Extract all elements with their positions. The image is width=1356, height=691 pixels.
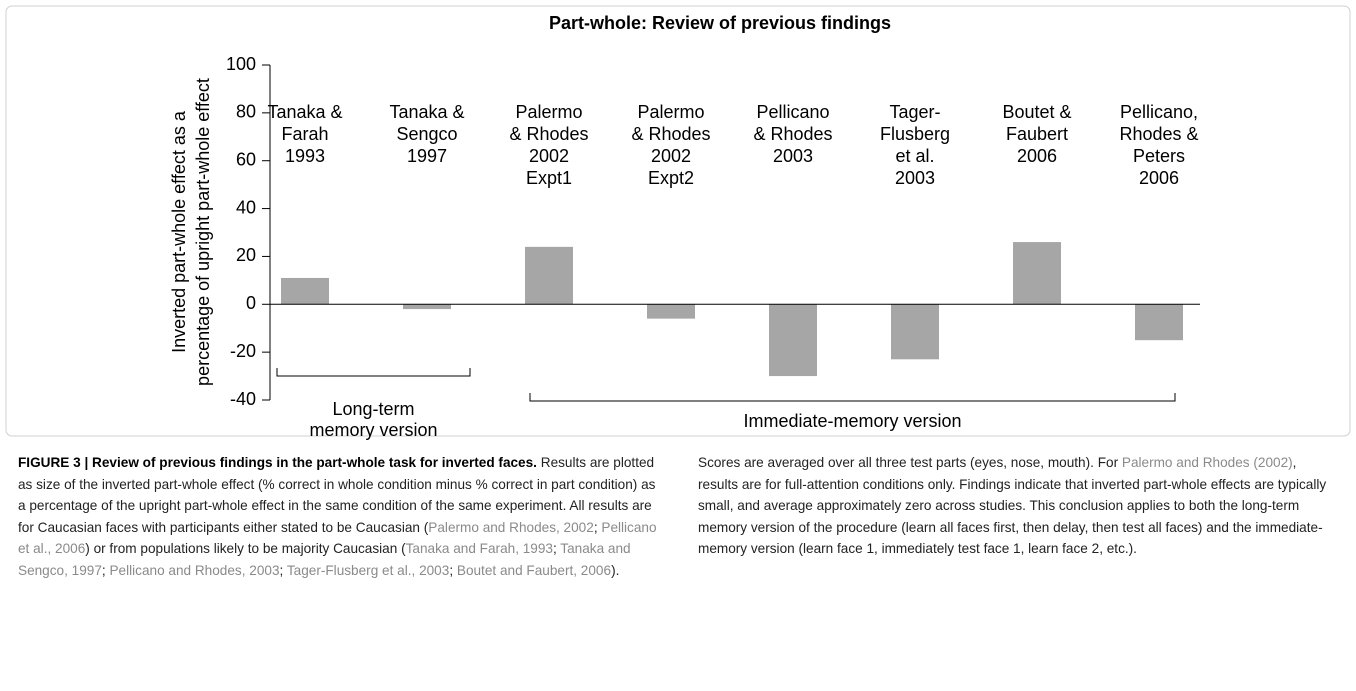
annotation: Long-term <box>332 399 414 419</box>
bar <box>891 304 939 360</box>
bar <box>647 304 695 319</box>
bar <box>403 304 451 310</box>
bracket <box>276 368 471 377</box>
category-label: Faubert <box>1006 124 1068 144</box>
category-label: Rhodes & <box>1119 124 1198 144</box>
category-label: Pellicano, <box>1120 102 1198 122</box>
y-axis-label: Inverted part-whole effect as a <box>169 110 189 353</box>
caption-text: ) or from populations likely to be major… <box>85 541 406 556</box>
citation[interactable]: Pellicano and Rhodes, 2003 <box>109 562 280 578</box>
annotation: Immediate-memory version <box>743 411 961 431</box>
category-label: & Rhodes <box>631 124 710 144</box>
y-tick-label: 80 <box>236 102 256 122</box>
category-label: Boutet & <box>1002 102 1071 122</box>
caption-text: ; <box>449 562 457 578</box>
category-label: Expt1 <box>526 168 572 188</box>
bar <box>1013 242 1061 305</box>
category-label: Farah <box>281 124 328 144</box>
category-label: Palermo <box>515 102 582 122</box>
caption-text: , results are for full-attention conditi… <box>698 455 1327 556</box>
category-label: 2006 <box>1017 146 1057 166</box>
caption-text: ). Scores are averaged over all three te… <box>611 455 1122 578</box>
category-label: 1993 <box>285 146 325 166</box>
caption-text: ; <box>279 562 287 578</box>
caption: FIGURE 3 | Review of previous findings i… <box>18 452 1338 581</box>
caption-text: ; <box>101 562 110 578</box>
y-tick-label: -20 <box>230 341 256 361</box>
y-tick-label: 100 <box>226 54 256 74</box>
category-label: 2006 <box>1139 168 1179 188</box>
caption-label: FIGURE 3 | Review of previous findings i… <box>18 455 537 470</box>
category-label: Tager- <box>889 102 940 122</box>
category-label: Palermo <box>637 102 704 122</box>
figure-frame <box>5 5 1351 437</box>
category-label: & Rhodes <box>509 124 588 144</box>
citation[interactable]: Boutet and Faubert, 2006 <box>456 562 612 578</box>
category-label: 1997 <box>407 146 447 166</box>
category-label: Flusberg <box>880 124 950 144</box>
category-label: 2003 <box>895 168 935 188</box>
category-label: 2002 <box>651 146 691 166</box>
bar <box>525 246 573 305</box>
bracket <box>529 393 1176 402</box>
bar <box>769 304 817 377</box>
y-axis-label: percentage of upright part-whole effect <box>193 78 213 386</box>
category-label: 2002 <box>529 146 569 166</box>
category-label: 2003 <box>773 146 813 166</box>
y-tick-label: 60 <box>236 149 256 169</box>
category-label: Tanaka & <box>389 102 464 122</box>
caption-text: ; <box>593 519 602 535</box>
citation[interactable]: Tanaka and Farah, 1993 <box>405 541 553 556</box>
citation[interactable]: Pellicano et al., 2006 <box>18 519 657 557</box>
chart: Part-whole: Review of previous findings … <box>5 5 1351 440</box>
citation[interactable]: Palermo and Rhodes, 2002 <box>428 519 594 535</box>
citation[interactable]: Tanaka and Sengco, 1997 <box>18 541 631 578</box>
category-label: Sengco <box>396 124 457 144</box>
citation[interactable]: Tager-Flusberg et al., 2003 <box>286 562 450 578</box>
y-tick-label: 0 <box>246 293 256 313</box>
y-tick-label: -40 <box>230 389 256 409</box>
annotation: memory version <box>309 420 437 440</box>
category-label: et al. <box>895 146 934 166</box>
category-label: Peters <box>1133 146 1185 166</box>
caption-text: Results are plotted as size of the inver… <box>18 455 656 535</box>
bar <box>1135 304 1183 341</box>
y-tick-label: 20 <box>236 245 256 265</box>
bar <box>281 277 329 305</box>
category-label: Pellicano <box>756 102 829 122</box>
chart-title: Part-whole: Review of previous findings <box>549 13 891 33</box>
category-label: & Rhodes <box>753 124 832 144</box>
category-label: Expt2 <box>648 168 694 188</box>
citation[interactable]: Palermo and Rhodes (2002) <box>1121 455 1293 470</box>
y-tick-label: 40 <box>236 197 256 217</box>
category-label: Tanaka & <box>267 102 342 122</box>
caption-text: ; <box>552 541 561 556</box>
